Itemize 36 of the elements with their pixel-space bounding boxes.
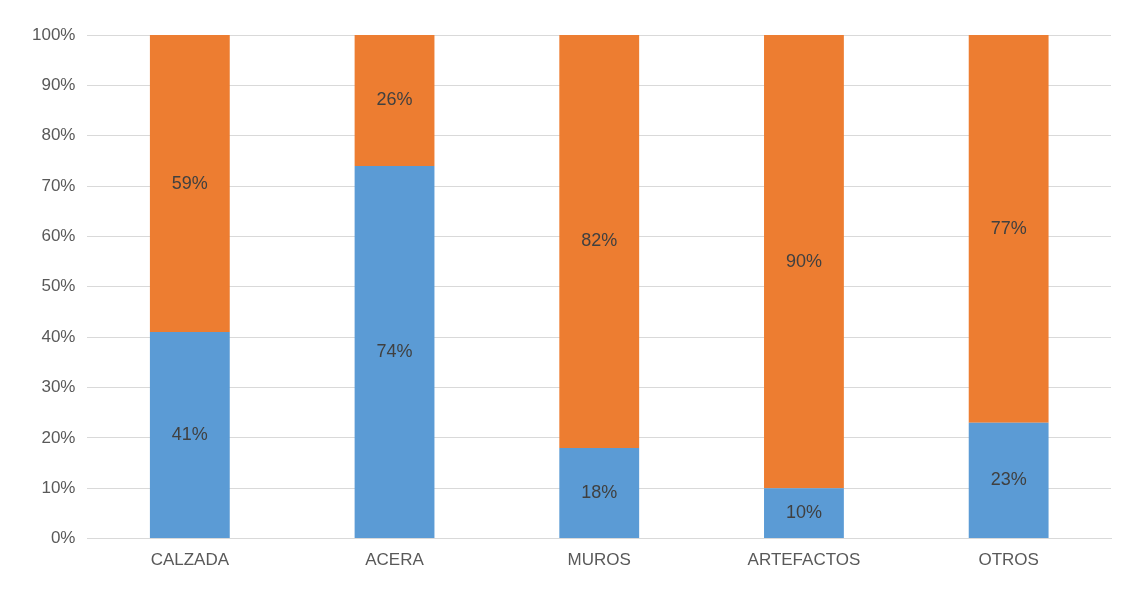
data-label: 18% — [581, 481, 618, 502]
bar — [559, 447, 640, 539]
data-label: 77% — [990, 217, 1027, 238]
bar — [968, 422, 1049, 539]
y-tick-label: 10% — [41, 477, 76, 497]
bar — [764, 488, 844, 539]
data-label: 90% — [785, 250, 822, 271]
bar — [354, 165, 435, 539]
data-label: 82% — [581, 230, 618, 251]
y-tick-label: 60% — [41, 226, 76, 246]
y-tick-label: 100% — [32, 24, 76, 44]
x-tick-label: CALZADA — [150, 550, 230, 570]
data-label: 41% — [171, 424, 208, 445]
y-tick-label: 50% — [41, 276, 76, 296]
y-tick-label: 30% — [41, 377, 76, 397]
bar — [968, 35, 1049, 423]
bar — [764, 35, 844, 489]
x-tick-label: ACERA — [365, 550, 425, 570]
data-label: 26% — [376, 89, 413, 110]
x-tick-label: ARTEFACTOS — [747, 550, 861, 570]
bar — [149, 332, 230, 539]
y-tick-label: 40% — [41, 326, 76, 346]
bar — [354, 35, 435, 166]
y-tick-label: 80% — [41, 125, 76, 145]
bar — [559, 35, 640, 448]
y-tick-label: 90% — [41, 75, 76, 95]
data-label: 10% — [785, 502, 822, 523]
y-tick-label: 20% — [41, 427, 76, 447]
data-label: 59% — [171, 172, 208, 193]
x-tick-label: OTROS — [978, 550, 1039, 570]
data-label: 74% — [376, 340, 413, 361]
y-tick-label: 0% — [50, 528, 76, 548]
bar — [149, 35, 230, 333]
y-tick-label: 70% — [41, 175, 76, 195]
data-label: 23% — [990, 469, 1027, 490]
x-tick-label: MUROS — [567, 550, 631, 570]
